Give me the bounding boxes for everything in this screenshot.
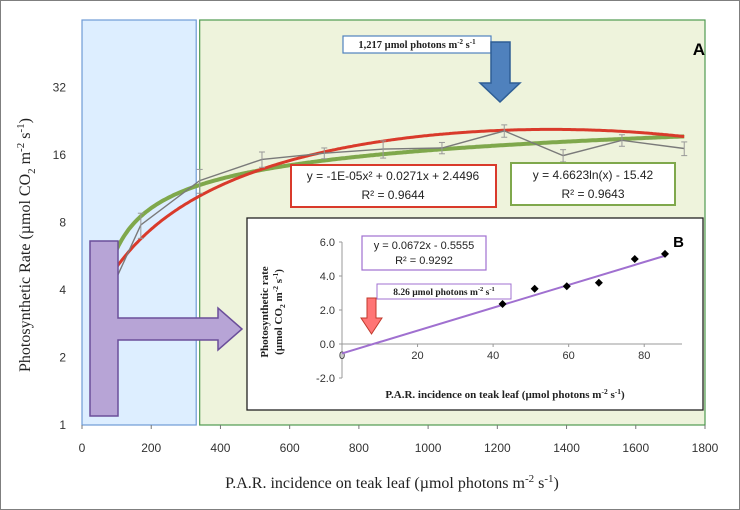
panel-b-x-tick-label: 80: [638, 350, 650, 362]
panel-a-label: A: [693, 40, 705, 59]
y-tick-label: 2: [59, 351, 66, 365]
y-tick-label: 8: [59, 216, 66, 230]
panel-b-y-tick-label: -2.0: [316, 373, 335, 385]
x-tick-label: 1600: [622, 441, 649, 455]
x-tick-label: 1800: [692, 441, 719, 455]
x-tick-label: 1000: [415, 441, 442, 455]
saturation-arrow-icon: [478, 41, 522, 104]
compensation-arrow-icon: [360, 297, 383, 335]
panel-a-fit-curves: [96, 127, 685, 311]
panel-b-x-tick-label: 0: [339, 350, 345, 362]
log-fit-curve: [99, 134, 685, 311]
panel-b-y-tick-label: 4.0: [320, 271, 335, 283]
panel-b-y-tick-label: 6.0: [320, 237, 335, 249]
panel-b-data-point: [594, 278, 603, 287]
panel-b-axes: 0 20 40 60 80 -2.0 0.0 2.0 4.0 6.0: [316, 237, 682, 385]
linear-fit-equation-box: y = 0.0672x - 0.5555 R² = 0.9292: [361, 235, 487, 271]
panel-a-x-axis-label: P.A.R. incidence on teak leaf (µmol phot…: [225, 473, 559, 492]
panel-a-axes: 0 200 400 600 800 1000 1200 1400 1600 18001248163…: [53, 81, 719, 456]
panel-b-x-tick-label: 60: [563, 350, 575, 362]
log-fit-equation: y = 4.6623ln(x) - 15.42: [533, 168, 654, 182]
panel-b-points: [498, 249, 669, 309]
log-fit-equation-box: y = 4.6623ln(x) - 15.42 R² = 0.9643: [510, 162, 676, 206]
x-tick-label: 200: [141, 441, 161, 455]
linear-fit-r2: R² = 0.9292: [395, 255, 453, 267]
x-tick-label: 1200: [484, 441, 511, 455]
x-tick-label: 800: [349, 441, 369, 455]
panel-b-data-point: [498, 300, 507, 309]
panel-b-data-point: [630, 255, 639, 263]
polynomial-fit-r2: R² = 0.9644: [361, 188, 424, 202]
polynomial-fit-equation-box: y = -1E-05x² + 0.0271x + 2.4496 R² = 0.9…: [290, 164, 497, 208]
panel-b-data-point: [562, 282, 571, 291]
saturation-annotation: 1,217 µmol photons m-2 s-1: [342, 35, 492, 54]
panel-b-y-axis-label: Photosynthetic rate (µmol CO2 m-2 s-1): [259, 266, 287, 357]
polynomial-fit-curve: [96, 127, 685, 300]
panel-b-y-tick-label: 2.0: [320, 305, 335, 317]
compensation-annotation: 8.26 µmol photons m-2 s-1: [376, 283, 512, 300]
linear-fit-equation: y = 0.0672x - 0.5555: [374, 240, 475, 252]
x-tick-label: 600: [280, 441, 300, 455]
panel-b-x-tick-label: 20: [411, 350, 423, 362]
svg-text:8.26 µmol photons m-2 s-1: 8.26 µmol photons m-2 s-1: [393, 286, 495, 298]
panel-b-data-point: [661, 249, 669, 258]
panel-b-label: B: [673, 234, 684, 251]
panel-b-x-axis-label: P.A.R. incidence on teak leaf (µmol phot…: [385, 387, 625, 401]
x-tick-label: 0: [79, 441, 86, 455]
polynomial-fit-equation: y = -1E-05x² + 0.0271x + 2.4496: [307, 169, 480, 183]
x-tick-label: 1400: [553, 441, 580, 455]
y-tick-label: 16: [53, 148, 67, 162]
inset-connector-arrow-icon: [89, 240, 244, 417]
panel-b-data-point: [530, 284, 539, 293]
panel-a-y-axis-label: Photosynthetic Rate (µmol CO2 m-2 s-1): [15, 118, 38, 372]
panel-b-y-tick-label: 0.0: [320, 339, 335, 351]
svg-text:1,217 µmol photons m-2 s-1: 1,217 µmol photons m-2 s-1: [358, 38, 476, 51]
y-tick-label: 4: [59, 283, 66, 297]
y-tick-label: 32: [53, 81, 67, 95]
x-tick-label: 400: [210, 441, 230, 455]
panel-b-x-tick-label: 40: [487, 350, 499, 362]
log-fit-r2: R² = 0.9643: [561, 187, 624, 201]
observed-line: [96, 130, 685, 349]
y-tick-label: 1: [59, 418, 66, 432]
inset-b: 0 20 40 60 80 -2.0 0.0 2.0 4.0 6.0 B y = 0.0672x …: [246, 217, 704, 411]
